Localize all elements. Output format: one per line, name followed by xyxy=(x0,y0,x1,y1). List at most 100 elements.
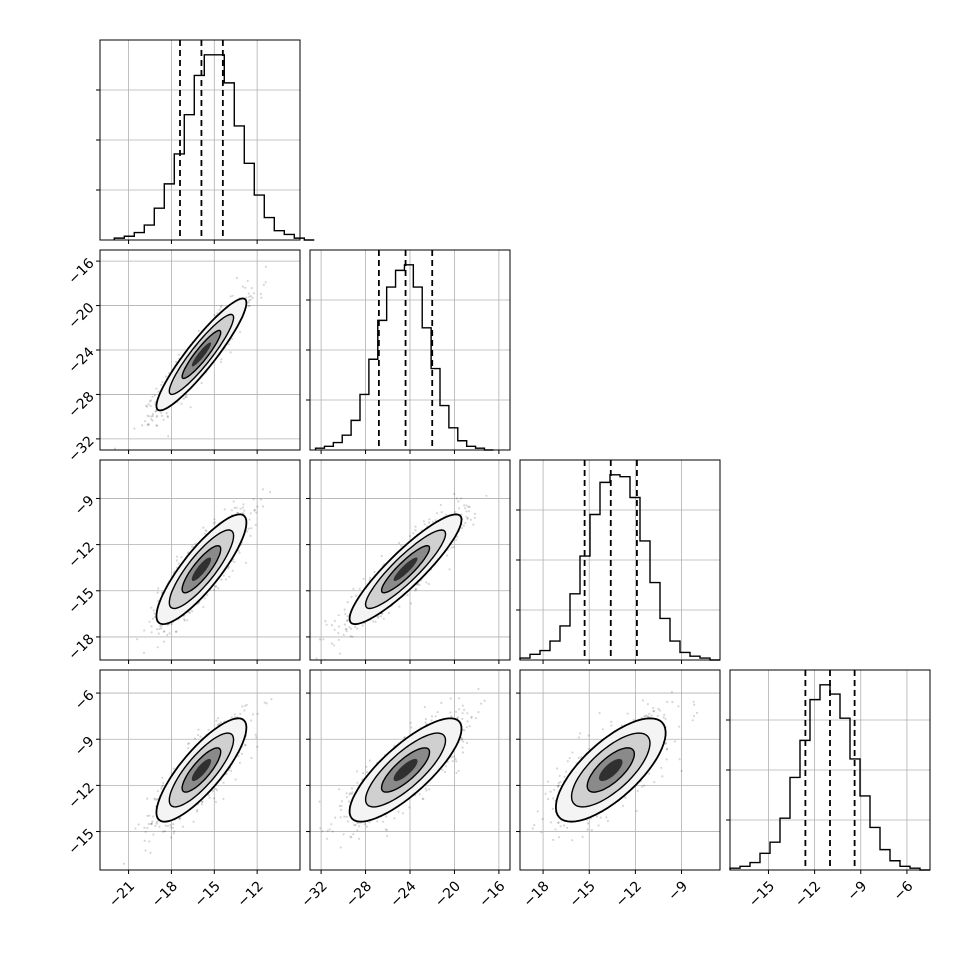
sample-point xyxy=(150,405,152,407)
sample-point xyxy=(461,739,463,741)
sample-point xyxy=(240,508,242,510)
sample-point xyxy=(243,510,245,512)
sample-point xyxy=(338,625,340,627)
sample-point xyxy=(196,809,198,811)
sample-point xyxy=(263,284,265,286)
sample-point xyxy=(352,588,354,590)
sample-point xyxy=(255,734,257,736)
sample-point xyxy=(241,753,243,755)
sample-point xyxy=(446,554,448,556)
sample-point xyxy=(414,526,416,528)
sample-point xyxy=(339,653,341,655)
sample-point xyxy=(148,621,150,623)
sample-point xyxy=(157,592,159,594)
sample-point xyxy=(151,420,153,422)
sample-point xyxy=(260,293,262,295)
sample-point xyxy=(162,782,164,784)
sample-point xyxy=(464,507,466,509)
sample-point xyxy=(351,636,353,638)
sample-point xyxy=(151,631,153,633)
sample-point xyxy=(144,840,146,842)
sample-point xyxy=(369,577,371,579)
sample-point xyxy=(458,770,460,772)
sample-point xyxy=(472,524,474,526)
sample-point xyxy=(157,587,159,589)
sample-point xyxy=(455,772,457,774)
sample-point xyxy=(220,305,222,307)
sample-point xyxy=(194,737,196,739)
sample-point xyxy=(260,297,262,299)
sample-point xyxy=(153,612,155,614)
sample-point xyxy=(327,830,329,832)
sample-point xyxy=(372,620,374,622)
sample-point xyxy=(146,798,148,800)
sample-point xyxy=(144,849,146,851)
sample-point xyxy=(354,626,356,628)
sample-point xyxy=(454,758,456,760)
sample-point xyxy=(215,801,217,803)
sample-point xyxy=(145,831,147,833)
sample-point xyxy=(150,399,152,401)
panel-content xyxy=(100,250,300,450)
sample-point xyxy=(190,406,192,408)
histogram-series xyxy=(316,265,494,450)
sample-point xyxy=(348,626,350,628)
sample-point xyxy=(168,632,170,634)
sample-point xyxy=(228,576,230,578)
sample-point xyxy=(186,619,188,621)
sample-point xyxy=(456,536,458,538)
sample-point xyxy=(393,817,395,819)
sample-point xyxy=(398,606,400,608)
sample-point xyxy=(153,798,155,800)
sample-point xyxy=(234,713,236,715)
sample-point xyxy=(171,623,173,625)
sample-point xyxy=(252,297,254,299)
sample-point xyxy=(445,514,447,516)
sample-point xyxy=(239,331,241,333)
sample-point xyxy=(158,633,160,635)
sample-point xyxy=(326,624,328,626)
sample-point xyxy=(452,546,454,548)
sample-point xyxy=(213,589,215,591)
sample-point xyxy=(248,296,250,298)
sample-point xyxy=(250,757,252,759)
sample-point xyxy=(402,812,404,814)
sample-point xyxy=(256,746,258,748)
sample-point xyxy=(227,567,229,569)
sample-point xyxy=(242,503,244,505)
sample-point xyxy=(343,833,345,835)
panel-content xyxy=(310,458,510,661)
sample-point xyxy=(223,575,225,577)
sample-point xyxy=(154,825,156,827)
sample-point xyxy=(198,330,200,332)
sample-point xyxy=(154,411,156,413)
sample-point xyxy=(250,299,252,301)
sample-point xyxy=(204,533,206,535)
sample-point xyxy=(333,644,335,646)
sample-point xyxy=(228,343,230,345)
sample-point xyxy=(455,760,457,762)
sample-point xyxy=(143,652,145,654)
sample-point xyxy=(172,823,174,825)
hist-panel-3 xyxy=(726,670,930,874)
sample-point xyxy=(247,280,249,282)
sample-point xyxy=(409,535,411,537)
sample-point xyxy=(217,587,219,589)
sample-point xyxy=(334,620,336,622)
sample-point xyxy=(239,762,241,764)
sample-point xyxy=(197,734,199,736)
sample-point xyxy=(450,697,452,699)
sample-point xyxy=(376,820,378,822)
sample-point xyxy=(235,778,237,780)
sample-point xyxy=(199,736,201,738)
sample-point xyxy=(182,826,184,828)
sample-point xyxy=(352,833,354,835)
sample-point xyxy=(324,620,326,622)
hist-panel-0 xyxy=(96,40,314,244)
sample-point xyxy=(436,512,438,514)
sample-point xyxy=(457,500,459,502)
sample-point xyxy=(219,309,221,311)
sample-point xyxy=(151,820,153,822)
sample-point xyxy=(431,715,433,717)
